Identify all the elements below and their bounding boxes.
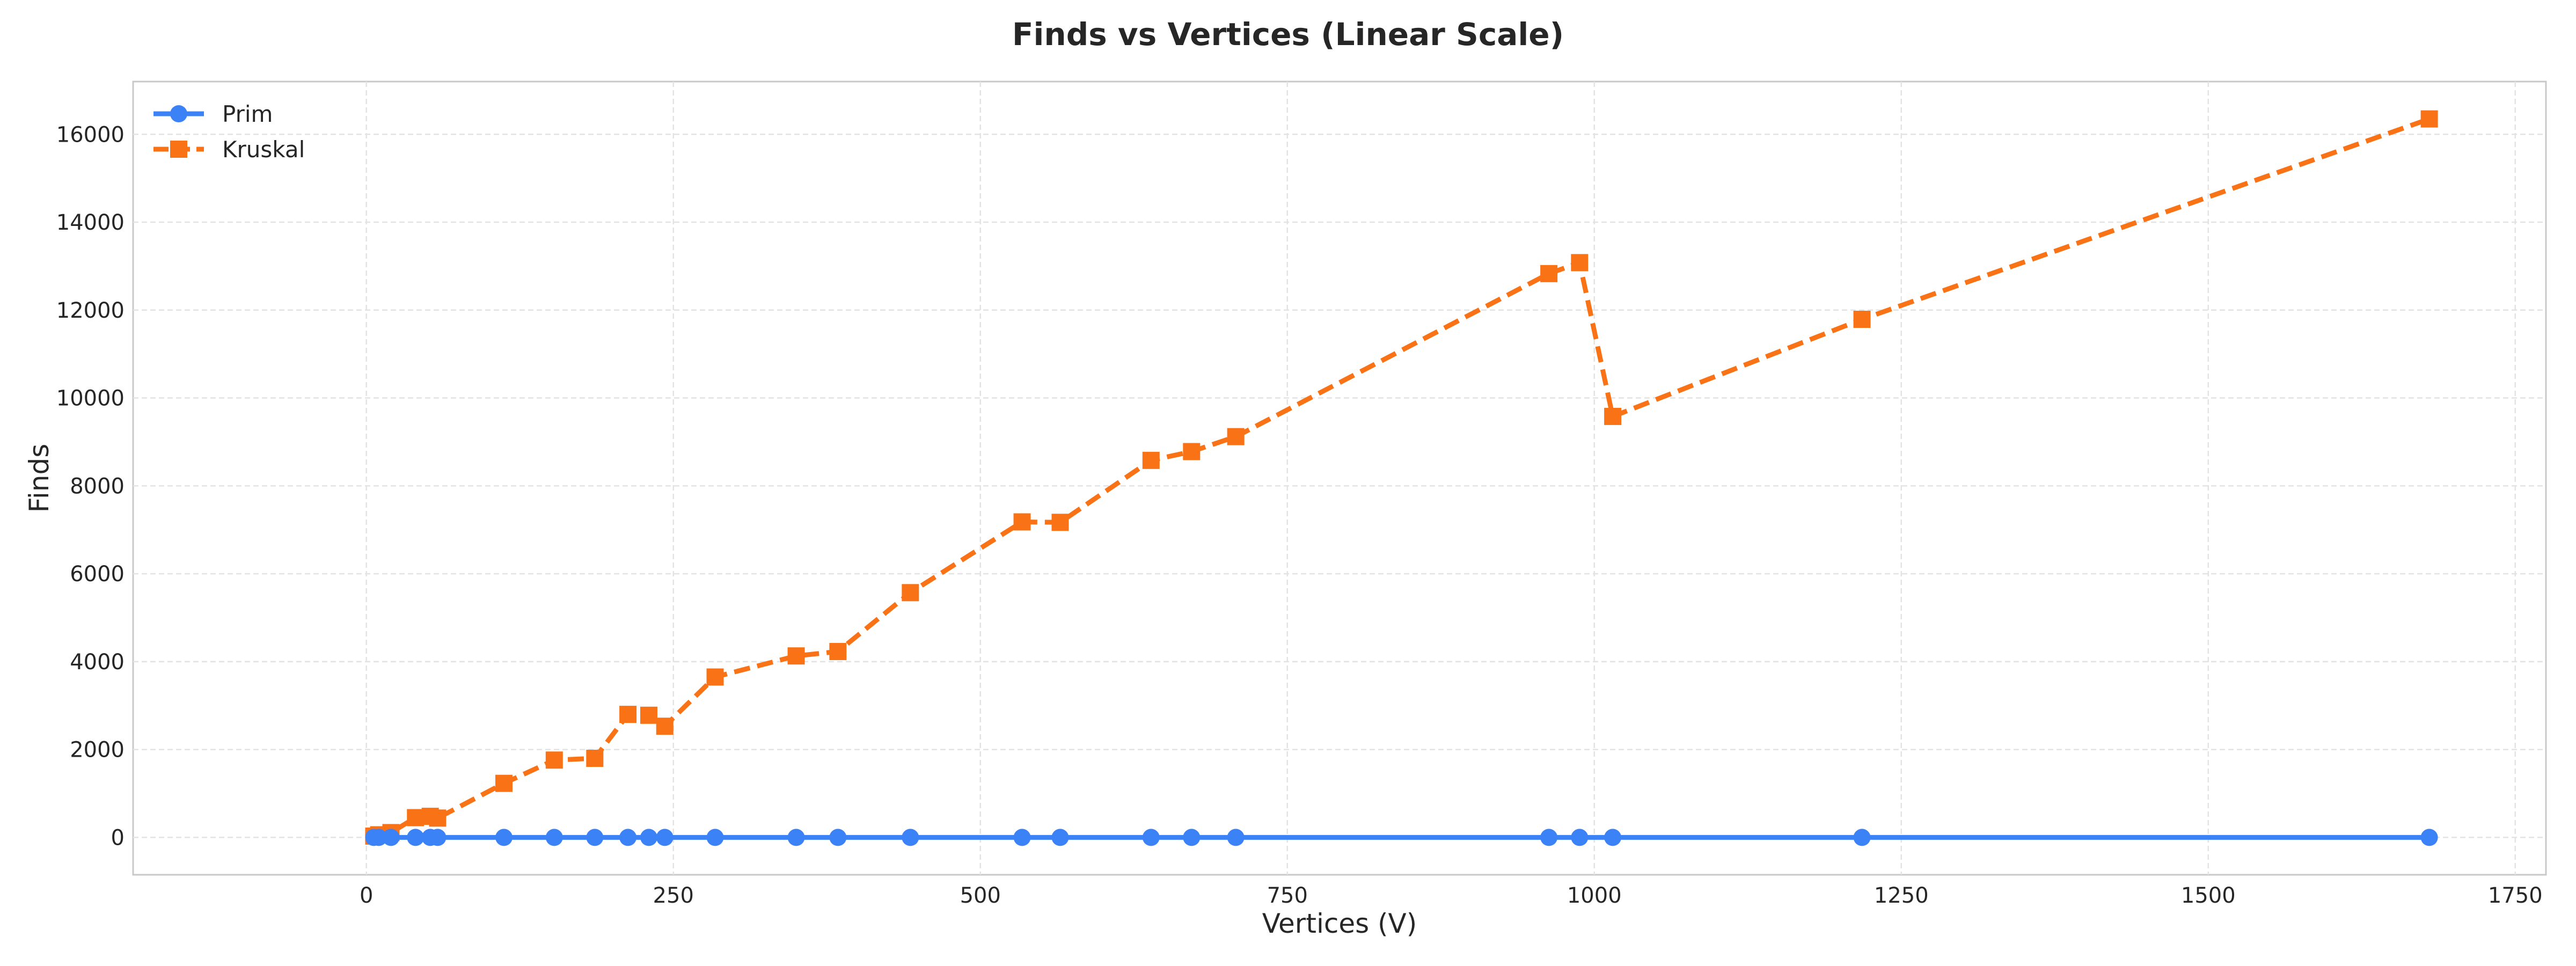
plot-frame xyxy=(132,80,2547,876)
x-axis-ticks: 0 250 500 750 1000 1250 1500 1750 xyxy=(360,883,2543,908)
x-tick-label: 1250 xyxy=(1874,883,1929,908)
y-tick-label: 16000 xyxy=(56,122,125,147)
x-tick-label: 1500 xyxy=(2181,883,2236,908)
kruskal-point xyxy=(1604,407,1622,425)
y-tick-label: 12000 xyxy=(56,298,125,323)
prim-point xyxy=(1853,829,1871,846)
kruskal-point xyxy=(787,647,805,665)
kruskal-point xyxy=(619,706,637,723)
prim-point xyxy=(1142,829,1160,846)
prim-point xyxy=(902,829,919,846)
prim-point xyxy=(495,829,513,846)
prim-point xyxy=(2420,829,2438,846)
kruskal-point xyxy=(1853,310,1871,328)
prim-point xyxy=(382,829,400,846)
y-tick-label: 14000 xyxy=(56,210,125,235)
legend-label: Prim xyxy=(222,101,273,127)
x-tick-label: 750 xyxy=(1267,883,1308,908)
prim-point xyxy=(407,829,425,846)
x-tick-label: 0 xyxy=(360,883,373,908)
prim-point xyxy=(787,829,805,846)
prim-point xyxy=(1013,829,1031,846)
kruskal-point xyxy=(1540,265,1558,282)
kruskal-point xyxy=(1013,513,1031,531)
kruskal-point xyxy=(902,584,919,602)
legend-swatch-marker xyxy=(170,141,187,158)
legend-label: Kruskal xyxy=(222,136,305,163)
kruskal-point xyxy=(429,809,447,827)
legend-item-kruskal: Kruskal xyxy=(153,136,305,163)
legend: Prim Kruskal xyxy=(153,101,305,163)
prim-point xyxy=(545,829,563,846)
kruskal-point xyxy=(1183,443,1201,460)
x-tick-label: 250 xyxy=(653,883,694,908)
plot-area xyxy=(132,80,2547,876)
kruskal-point xyxy=(656,718,674,735)
kruskal-point xyxy=(1142,451,1160,469)
prim-point xyxy=(1571,829,1589,846)
prim-point xyxy=(1604,829,1622,846)
y-tick-label: 6000 xyxy=(70,562,125,587)
kruskal-point xyxy=(586,750,604,767)
kruskal-point xyxy=(407,809,425,826)
y-axis-ticks: 0 2000 4000 6000 8000 10000 12000 14000 16000 xyxy=(56,122,125,850)
kruskal-point xyxy=(495,774,513,792)
prim-point xyxy=(586,829,604,846)
x-tick-label: 1000 xyxy=(1567,883,1622,908)
kruskal-point xyxy=(545,751,563,769)
y-tick-label: 2000 xyxy=(70,738,125,763)
x-tick-label: 500 xyxy=(960,883,1001,908)
y-axis-label: Finds xyxy=(24,444,55,513)
kruskal-point xyxy=(1051,514,1069,531)
prim-point xyxy=(1183,829,1201,846)
legend-swatch-marker xyxy=(170,105,187,122)
y-tick-label: 4000 xyxy=(70,650,125,675)
x-tick-label: 1750 xyxy=(2488,883,2543,908)
kruskal-point xyxy=(2420,110,2438,128)
y-tick-label: 0 xyxy=(111,825,125,850)
kruskal-point xyxy=(706,668,724,686)
prim-point xyxy=(640,829,657,846)
x-axis-label: Vertices (V) xyxy=(1262,908,1417,939)
legend-item-prim: Prim xyxy=(153,101,273,127)
prim-point xyxy=(706,829,724,846)
grid xyxy=(133,82,2546,875)
series-layer xyxy=(365,110,2438,846)
prim-point xyxy=(1227,829,1245,846)
y-tick-label: 10000 xyxy=(56,386,125,411)
kruskal-point xyxy=(1227,428,1245,445)
prim-point xyxy=(1540,829,1558,846)
kruskal-point xyxy=(829,643,847,661)
prim-point xyxy=(370,829,387,846)
prim-point xyxy=(429,829,447,846)
kruskal-point xyxy=(1571,254,1589,272)
y-tick-label: 8000 xyxy=(70,474,125,499)
series-prim xyxy=(365,829,2438,846)
prim-point xyxy=(656,829,674,846)
prim-point xyxy=(829,829,847,846)
chart-title: Finds vs Vertices (Linear Scale) xyxy=(1012,16,1564,53)
prim-point xyxy=(1051,829,1069,846)
prim-point xyxy=(619,829,637,846)
kruskal-point xyxy=(640,706,657,724)
